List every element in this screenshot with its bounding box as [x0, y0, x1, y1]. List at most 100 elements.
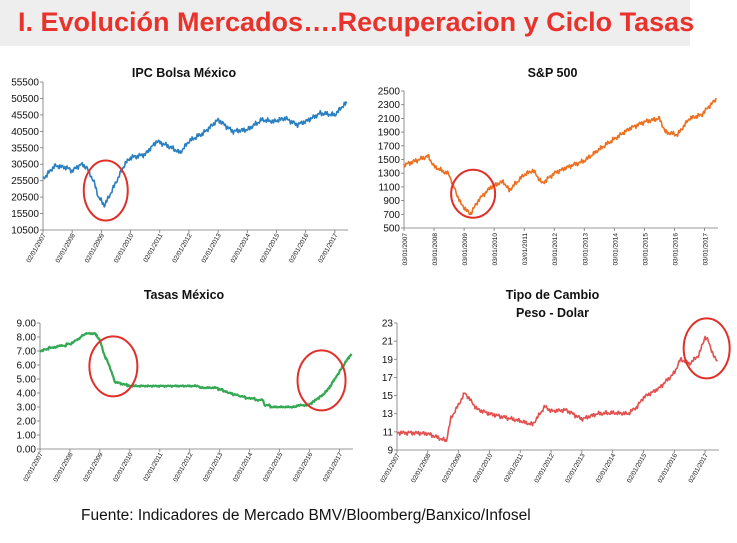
- x-tick-label: 02/01/2010: [112, 451, 135, 483]
- x-tick-label: 03/01/2013: [582, 233, 589, 266]
- y-tick-label: 35500: [11, 143, 39, 154]
- series-line: [396, 335, 718, 443]
- x-tick-label: 02/01/2012: [172, 451, 195, 483]
- highlight-circle: [450, 168, 497, 219]
- x-tick-label: 02/01/2016: [292, 451, 315, 483]
- highlight-circle: [296, 349, 347, 412]
- y-tick-label: 19: [382, 355, 394, 366]
- y-tick-label: 21: [382, 337, 394, 348]
- y-tick-label: 6.00: [17, 361, 37, 372]
- x-tick-label: 03/01/2014: [612, 233, 619, 266]
- y-tick-label: 2500: [378, 87, 401, 98]
- x-tick-label: 02/01/2008: [52, 451, 75, 483]
- chart-title: Tipo de Cambio: [506, 288, 600, 302]
- x-tick-label: 03/01/2016: [672, 233, 679, 266]
- x-tick-label: 02/01/2016: [288, 232, 311, 264]
- y-tick-label: 9.00: [17, 319, 37, 330]
- x-tick-label: 02/01/2015: [626, 452, 649, 484]
- chart-title: S&P 500: [528, 66, 578, 80]
- y-tick-label: 13: [382, 409, 394, 420]
- x-tick-label: 02/01/2007: [25, 232, 48, 264]
- y-tick-label: 3.00: [17, 403, 37, 414]
- x-tick-label: 02/01/2007: [22, 451, 45, 483]
- x-tick-label: 02/01/2012: [533, 452, 556, 484]
- y-tick-label: 17: [382, 373, 394, 384]
- x-tick-label: 03/01/2012: [552, 233, 559, 266]
- chart-title: IPC Bolsa México: [132, 66, 237, 80]
- x-tick-label: 02/01/2009: [84, 232, 107, 264]
- y-tick-label: 5.00: [17, 375, 37, 386]
- x-tick-label: 02/01/2010: [472, 452, 495, 484]
- x-tick-label: 02/01/2016: [657, 452, 680, 484]
- x-tick-label: 02/01/2011: [142, 232, 164, 264]
- x-tick-label: 02/01/2007: [379, 452, 402, 484]
- x-tick-label: 02/01/2014: [230, 232, 253, 264]
- x-tick-label: 03/01/2008: [432, 233, 439, 266]
- page-title: I. Evolución Mercados….Recuperacion y Ci…: [18, 7, 695, 37]
- y-tick-label: 55500: [11, 78, 39, 89]
- series-line: [42, 101, 348, 208]
- highlight-circle: [88, 335, 139, 398]
- y-tick-label: 1.00: [17, 431, 37, 442]
- x-tick-label: 02/01/2013: [202, 451, 225, 483]
- x-tick-label: 02/01/2014: [595, 452, 618, 484]
- x-tick-label: 03/01/2015: [642, 233, 649, 266]
- x-tick-label: 02/01/2013: [201, 232, 224, 264]
- series-line: [39, 331, 353, 409]
- x-tick-label: 02/01/2013: [564, 452, 587, 484]
- y-tick-label: 7.00: [17, 347, 37, 358]
- y-tick-label: 15500: [11, 209, 39, 220]
- x-tick-label: 02/01/2009: [82, 451, 105, 483]
- x-tick-label: 03/01/2017: [702, 233, 709, 266]
- y-tick-label: 20500: [11, 193, 39, 204]
- y-tick-label: 1500: [378, 155, 401, 166]
- y-tick-label: 1100: [378, 182, 400, 193]
- y-tick-label: 23: [382, 319, 394, 330]
- chart-tipo-de-cambio: Tipo de Cambio Peso - Dolar 9 11 13 15 17 19 21 2…: [379, 288, 731, 484]
- x-tick-label: 03/01/2010: [492, 233, 499, 266]
- x-tick-label: 02/01/2017: [322, 451, 345, 483]
- chart-title: Tasas México: [144, 288, 225, 302]
- chart-sp500: S&P 500 500 700 900 1100 1300 1500 1700 1900 2100…: [378, 66, 718, 266]
- highlight-circle: [682, 317, 731, 380]
- y-tick-label: 10500: [11, 226, 39, 237]
- title-band: [0, 0, 690, 46]
- y-tick-label: 500: [383, 224, 400, 235]
- y-tick-label: 1900: [378, 128, 401, 139]
- source-note: Fuente: Indicadores de Mercado BMV/Bloom…: [81, 507, 531, 524]
- y-tick-label: 1300: [378, 169, 401, 180]
- x-tick-label: 03/01/2007: [402, 233, 409, 266]
- y-tick-label: 8.00: [17, 333, 37, 344]
- y-tick-label: 45500: [11, 110, 39, 121]
- highlight-circle: [82, 159, 129, 222]
- x-tick-label: 02/01/2017: [317, 232, 340, 264]
- x-tick-label: 03/01/2011: [522, 233, 529, 265]
- y-tick-label: 0.00: [17, 445, 37, 456]
- chart-subtitle: Peso - Dolar: [516, 306, 589, 320]
- x-tick-label: 02/01/2008: [410, 452, 433, 484]
- x-tick-label: 02/01/2011: [142, 451, 164, 483]
- x-tick-label: 02/01/2017: [688, 452, 711, 484]
- x-tick-label: 03/01/2009: [462, 233, 469, 266]
- y-tick-label: 2300: [378, 100, 401, 111]
- y-tick-label: 1700: [378, 141, 401, 152]
- y-tick-label: 25500: [11, 176, 39, 187]
- x-tick-label: 02/01/2015: [262, 451, 285, 483]
- y-tick-label: 50500: [11, 94, 39, 105]
- y-tick-label: 2.00: [17, 417, 37, 428]
- y-tick-label: 2100: [378, 114, 401, 125]
- x-tick-label: 02/01/2012: [171, 232, 194, 264]
- y-tick-label: 11: [383, 427, 394, 438]
- y-tick-label: 40500: [11, 127, 39, 138]
- x-tick-label: 02/01/2014: [232, 451, 255, 483]
- y-tick-label: 700: [383, 210, 400, 221]
- x-tick-label: 02/01/2008: [55, 232, 78, 264]
- chart-ipc-bolsa-mexico: IPC Bolsa México 10500 15500 20500 25500 3050…: [11, 66, 348, 264]
- x-tick-label: 02/01/2015: [259, 232, 282, 264]
- x-tick-label: 02/01/2009: [441, 452, 464, 484]
- y-tick-label: 9: [387, 446, 393, 457]
- y-tick-label: 15: [382, 391, 394, 402]
- y-tick-label: 900: [383, 196, 400, 207]
- x-tick-label: 02/01/2011: [503, 452, 525, 484]
- series-line: [403, 97, 717, 216]
